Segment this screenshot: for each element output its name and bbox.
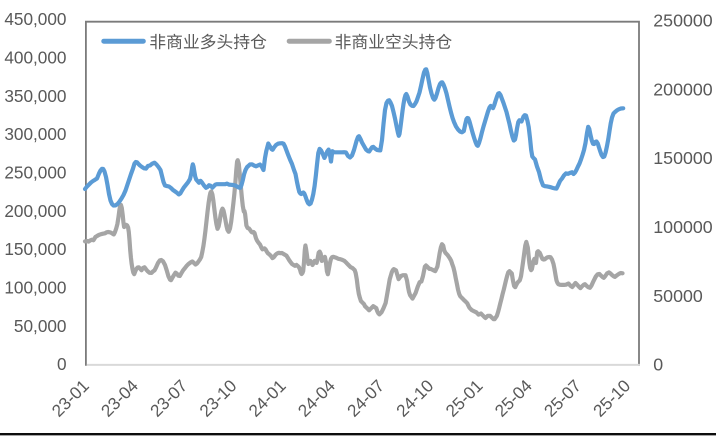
svg-text:150,000: 150,000 <box>4 239 66 259</box>
svg-text:100,000: 100,000 <box>4 277 66 297</box>
svg-text:150000: 150000 <box>653 148 712 168</box>
svg-text:250,000: 250,000 <box>4 163 66 183</box>
svg-text:400,000: 400,000 <box>4 48 66 68</box>
svg-text:200,000: 200,000 <box>4 201 66 221</box>
svg-text:300,000: 300,000 <box>4 124 66 144</box>
svg-text:100000: 100000 <box>653 217 712 237</box>
svg-text:200000: 200000 <box>653 79 712 99</box>
svg-text:350,000: 350,000 <box>4 86 66 106</box>
svg-text:50000: 50000 <box>653 286 703 306</box>
svg-text:50,000: 50,000 <box>14 316 67 336</box>
svg-text:250000: 250000 <box>653 11 712 31</box>
svg-text:450,000: 450,000 <box>4 9 66 29</box>
svg-text:0: 0 <box>653 355 663 375</box>
svg-text:0: 0 <box>57 354 67 374</box>
